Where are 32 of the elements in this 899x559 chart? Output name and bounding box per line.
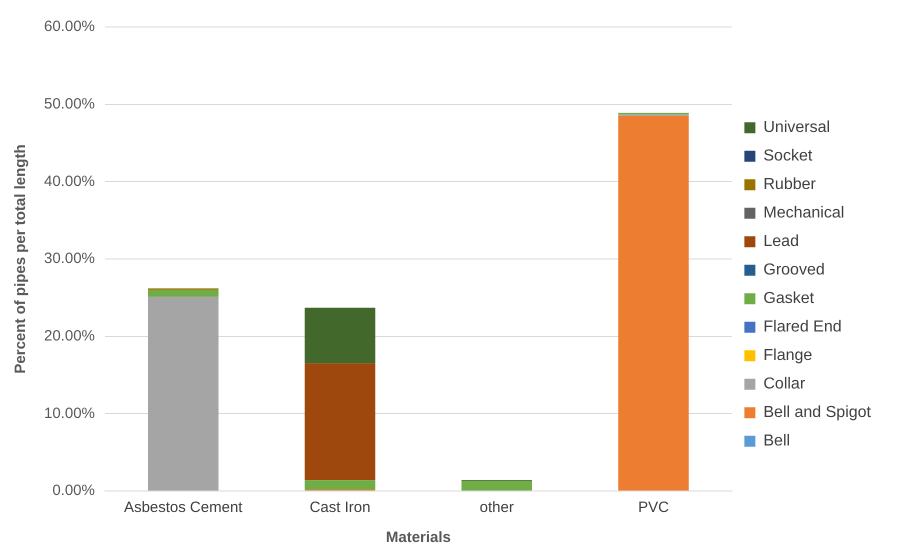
- legend-label: Universal: [763, 119, 830, 136]
- legend-label: Bell: [763, 432, 790, 450]
- legend-label: Mechanical: [763, 204, 844, 222]
- bar: [304, 308, 376, 364]
- legend-label: Bell and Spigot: [763, 404, 872, 422]
- bar: [304, 363, 376, 480]
- bar: [618, 116, 689, 490]
- bar: [461, 480, 532, 490]
- y-axis-title: Percent of pipes per total length: [12, 144, 30, 374]
- y-tick-label: 10.00%: [44, 404, 95, 422]
- legend-label: Grooved: [763, 262, 825, 279]
- legend-label: Gasket: [763, 290, 815, 308]
- y-tick-label: 0.00%: [52, 482, 95, 500]
- legend-label: Rubber: [763, 176, 817, 194]
- y-tick-label: 60.00%: [44, 18, 95, 36]
- y-tick-label: 20.00%: [44, 327, 95, 344]
- x-tick-label: Asbestos Cement: [124, 499, 244, 516]
- legend-label: Collar: [763, 376, 806, 393]
- bar: [148, 296, 219, 490]
- x-axis-title: Materials: [386, 529, 451, 546]
- bar: [304, 480, 376, 490]
- y-tick-label: 40.00%: [44, 172, 95, 190]
- x-tick-label: PVC: [638, 499, 670, 516]
- y-tick-label: 30.00%: [44, 250, 95, 268]
- x-tick-label: Cast Iron: [310, 499, 370, 516]
- legend-label: Flange: [763, 347, 812, 364]
- legend-label: Socket: [763, 148, 813, 165]
- y-tick-label: 50.00%: [44, 95, 95, 112]
- legend-label: Flared End: [763, 318, 842, 336]
- x-tick-label: other: [480, 499, 514, 516]
- legend-label: Lead: [763, 233, 799, 250]
- bar: [148, 290, 219, 297]
